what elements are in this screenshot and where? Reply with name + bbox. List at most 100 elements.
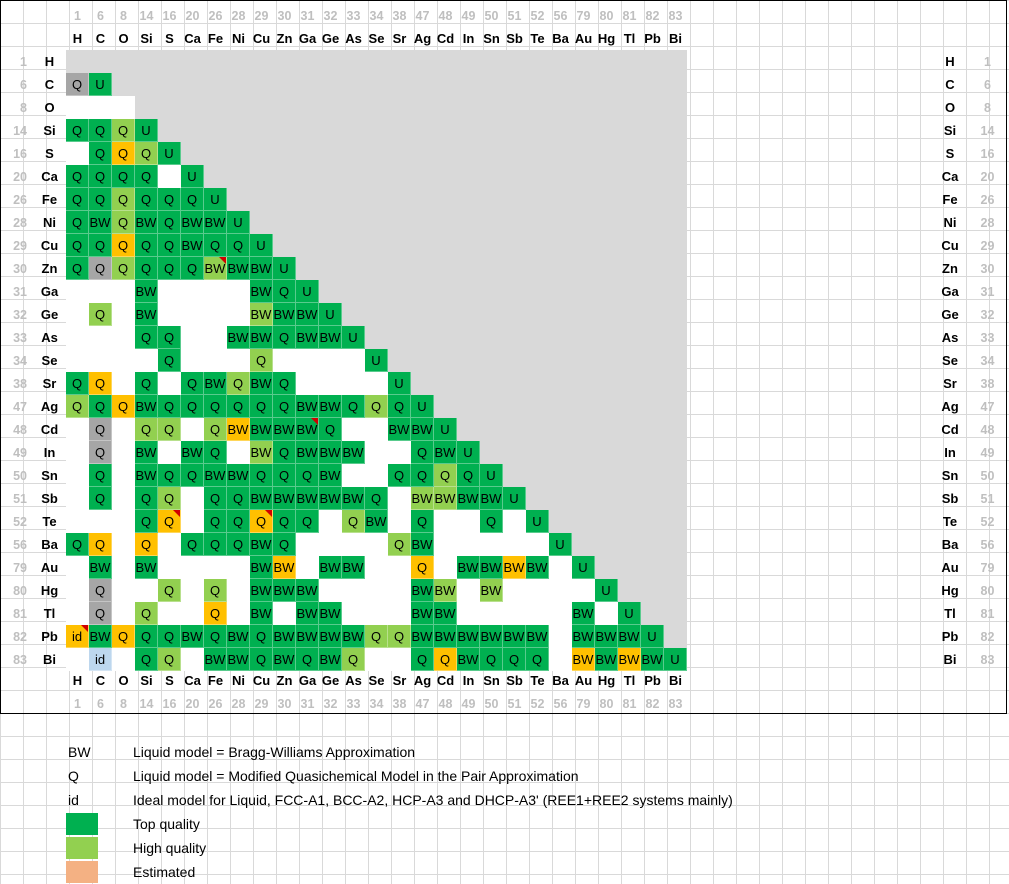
row-element-symbol: Cu: [40, 238, 59, 253]
legend-code: Q: [68, 768, 79, 784]
system-cell: BW: [227, 625, 250, 648]
row-element-symbol: S: [45, 146, 54, 161]
system-cell: [365, 533, 388, 556]
row-element-symbol: Ag: [40, 399, 59, 414]
system-cell: Q: [273, 510, 296, 533]
system-cell: Q: [204, 602, 227, 625]
system-cell: Q: [89, 441, 112, 464]
row-atomic-number: 56: [13, 537, 27, 552]
system-cell: [388, 510, 411, 533]
column-atomic-number-bottom: 20: [185, 696, 200, 711]
system-cell: [595, 602, 618, 625]
system-cell: BW: [227, 464, 250, 487]
system-cell: Q: [273, 372, 296, 395]
row-atomic-number-right: 80: [980, 583, 995, 598]
system-cell: BW: [227, 418, 250, 441]
system-cell: [158, 602, 181, 625]
system-cell: BW: [250, 280, 273, 303]
column-element-symbol: Si: [140, 31, 153, 46]
row-element-symbol-right: Te: [942, 514, 958, 529]
warning-flag-icon: [265, 510, 272, 517]
row-element-symbol-right: Bi: [943, 652, 957, 667]
system-cell: Q: [66, 73, 89, 96]
column-element-symbol-bottom: Sr: [392, 673, 407, 688]
system-cell: U: [181, 165, 204, 188]
row-atomic-number-right: 82: [980, 629, 995, 644]
row-atomic-number-right: 34: [980, 353, 995, 368]
system-cell: BW: [204, 211, 227, 234]
row-element-symbol-right: Sb: [941, 491, 959, 506]
row-atomic-number-right: 83: [980, 652, 995, 667]
column-element-symbol-bottom: As: [345, 673, 362, 688]
row-element-symbol-right: Zn: [942, 261, 958, 276]
row-atomic-number-right: 50: [980, 468, 995, 483]
system-cell: [365, 602, 388, 625]
column-element-symbol-bottom: Pb: [644, 673, 661, 688]
column-element-symbol: O: [118, 31, 129, 46]
system-cell: Q: [411, 464, 434, 487]
system-cell: BW: [618, 648, 641, 671]
system-cell: U: [135, 119, 158, 142]
system-cell: [181, 648, 204, 671]
system-cell: [365, 464, 388, 487]
system-cell: BW: [250, 579, 273, 602]
system-cell: [227, 441, 250, 464]
column-element-symbol-bottom: S: [165, 673, 174, 688]
system-cell: Q: [112, 625, 135, 648]
row-atomic-number: 26: [13, 192, 27, 207]
system-cell: Q: [89, 372, 112, 395]
column-atomic-number-bottom: 56: [553, 696, 568, 711]
column-element-symbol-bottom: C: [95, 673, 106, 688]
system-cell: BW: [411, 487, 434, 510]
system-cell: Q: [273, 533, 296, 556]
system-cell: U: [342, 326, 365, 349]
row-atomic-number: 28: [13, 215, 27, 230]
system-cell: BW: [595, 625, 618, 648]
row-element-symbol: C: [44, 77, 55, 92]
column-atomic-number-bottom: 32: [323, 696, 338, 711]
system-cell: U: [526, 510, 549, 533]
row-atomic-number-right: 30: [980, 261, 995, 276]
row-element-symbol: Au: [40, 560, 59, 575]
column-element-symbol-bottom: Ga: [298, 673, 317, 688]
system-cell: Q: [66, 533, 89, 556]
column-atomic-number: 34: [369, 8, 384, 23]
row-element-symbol-right: Si: [943, 123, 957, 138]
column-element-symbol: H: [72, 31, 83, 46]
system-cell: Q: [158, 188, 181, 211]
column-element-symbol: Ag: [413, 31, 432, 46]
row-atomic-number: 50: [13, 468, 27, 483]
system-cell: [89, 326, 112, 349]
column-atomic-number: 80: [599, 8, 614, 23]
system-cell: [66, 326, 89, 349]
row-element-symbol-right: S: [945, 146, 955, 161]
system-cell: [503, 579, 526, 602]
system-cell: [388, 556, 411, 579]
row-element-symbol-right: Ni: [943, 215, 957, 230]
system-cell: [319, 533, 342, 556]
column-atomic-number-bottom: 80: [599, 696, 614, 711]
column-atomic-number: 79: [576, 8, 591, 23]
system-cell: Q: [388, 464, 411, 487]
column-atomic-number-bottom: 29: [254, 696, 269, 711]
column-atomic-number-bottom: 81: [622, 696, 637, 711]
column-atomic-number: 20: [185, 8, 200, 23]
system-cell: BW: [319, 602, 342, 625]
column-element-symbol: Ni: [232, 31, 245, 46]
row-atomic-number: 14: [13, 123, 27, 138]
column-element-symbol: Tl: [623, 31, 636, 46]
column-atomic-number-bottom: 52: [530, 696, 545, 711]
system-cell: [204, 303, 227, 326]
system-cell: [112, 280, 135, 303]
legend-swatch: [66, 813, 98, 835]
system-cell: BW: [227, 326, 250, 349]
system-cell: [503, 510, 526, 533]
system-cell: Q: [89, 165, 112, 188]
row-element-symbol: H: [44, 54, 55, 69]
system-cell: BW: [273, 303, 296, 326]
system-cell: [181, 349, 204, 372]
system-cell: BW: [273, 556, 296, 579]
system-cell: BW: [296, 487, 319, 510]
system-cell: [66, 556, 89, 579]
column-element-symbol: As: [345, 31, 362, 46]
